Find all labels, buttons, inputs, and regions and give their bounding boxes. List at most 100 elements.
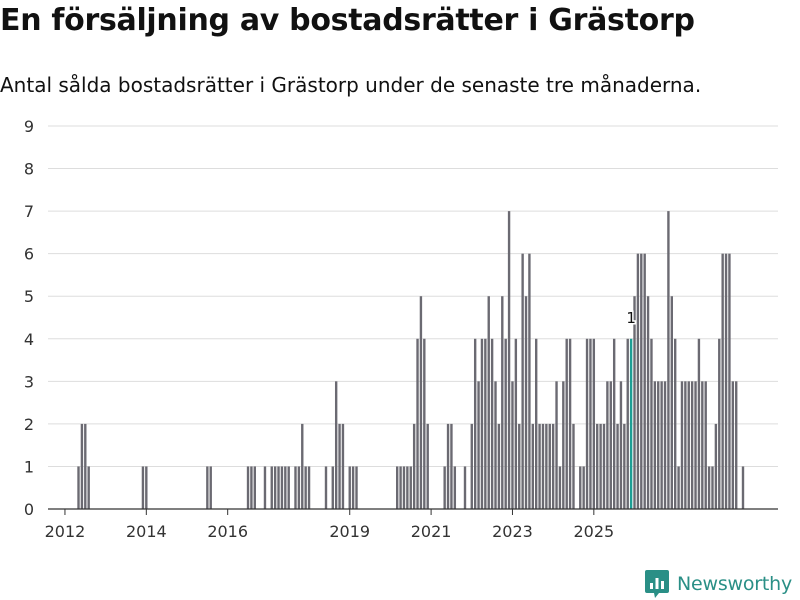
y-tick-label: 2 <box>24 415 34 434</box>
bar <box>626 338 629 509</box>
bar <box>714 423 718 509</box>
bar <box>477 381 480 509</box>
bar <box>250 466 253 509</box>
bar <box>348 466 351 509</box>
y-tick-label: 0 <box>24 500 34 519</box>
bar <box>280 466 284 509</box>
bar <box>531 423 534 509</box>
bar <box>541 423 545 509</box>
chart-title: En försäljning av bostadsrätter i Grästo… <box>0 3 695 38</box>
bar <box>555 381 558 509</box>
bar <box>524 296 528 509</box>
bar <box>412 423 416 509</box>
bar <box>674 338 677 509</box>
bar <box>535 338 538 509</box>
bar <box>334 381 338 509</box>
bar <box>145 466 148 509</box>
bar <box>565 338 568 509</box>
bar <box>470 423 473 509</box>
y-tick-label: 6 <box>24 245 34 264</box>
bar <box>518 423 521 509</box>
bar <box>253 466 256 509</box>
bar <box>728 253 731 509</box>
bar <box>643 253 646 509</box>
x-tick-label: 2019 <box>329 522 370 541</box>
bar <box>507 211 511 509</box>
bar <box>660 381 663 509</box>
bar <box>396 466 399 509</box>
bar <box>636 253 640 509</box>
bar <box>697 338 701 509</box>
bar <box>80 423 84 509</box>
bar <box>558 466 562 509</box>
bar <box>707 466 711 509</box>
bar <box>497 423 501 509</box>
bar <box>646 296 650 509</box>
y-tick-label: 5 <box>24 287 34 306</box>
x-tick-label: 2014 <box>126 522 167 541</box>
bar <box>616 423 619 509</box>
bar <box>670 296 673 509</box>
bar <box>490 338 494 509</box>
bar <box>273 466 277 509</box>
bar <box>568 338 572 509</box>
bar <box>406 466 409 509</box>
bar <box>551 423 555 509</box>
bar <box>453 466 457 509</box>
bar <box>277 466 280 509</box>
bar <box>423 338 426 509</box>
bar <box>711 466 714 509</box>
bar <box>619 381 623 509</box>
bar <box>741 466 745 509</box>
bar <box>538 423 541 509</box>
y-tick-label: 8 <box>24 160 34 179</box>
bar <box>463 466 467 509</box>
y-tick-label: 9 <box>24 117 34 136</box>
bar <box>77 466 80 509</box>
bar <box>487 296 490 509</box>
bar <box>304 466 307 509</box>
bar <box>612 338 616 509</box>
bar <box>694 381 697 509</box>
bar <box>609 381 612 509</box>
bar <box>548 423 551 509</box>
bar <box>324 466 328 509</box>
bar <box>209 466 212 509</box>
bar <box>416 338 419 509</box>
bar <box>206 466 209 509</box>
brand-name: Newsworthy <box>677 573 793 595</box>
bar <box>338 423 341 509</box>
bar <box>426 423 429 509</box>
bar <box>270 466 273 509</box>
bar <box>331 466 334 509</box>
y-tick-label: 1 <box>24 457 34 476</box>
bar <box>650 338 653 509</box>
bar <box>582 466 585 509</box>
bar <box>494 381 497 509</box>
bar <box>724 253 728 509</box>
bar <box>684 381 687 509</box>
bar <box>667 211 670 509</box>
bar <box>287 466 290 509</box>
bar <box>602 423 606 509</box>
bar <box>596 423 599 509</box>
bar <box>409 466 412 509</box>
bar <box>663 381 667 509</box>
bar <box>657 381 660 509</box>
bar <box>402 466 406 509</box>
bar <box>473 338 477 509</box>
x-tick-label: 2016 <box>207 522 248 541</box>
bar <box>141 466 145 509</box>
y-tick-label: 7 <box>24 202 34 221</box>
bars <box>77 211 745 509</box>
x-tick-label: 2012 <box>45 522 86 541</box>
bar <box>687 381 690 509</box>
newsworthy-logo[interactable]: Newsworthy <box>644 569 792 599</box>
bar <box>690 381 694 509</box>
bar <box>450 423 453 509</box>
highlight-data-label: 1 <box>626 309 636 327</box>
bar <box>504 338 507 509</box>
bar <box>297 466 301 509</box>
bar <box>731 381 735 509</box>
bar <box>419 296 423 509</box>
